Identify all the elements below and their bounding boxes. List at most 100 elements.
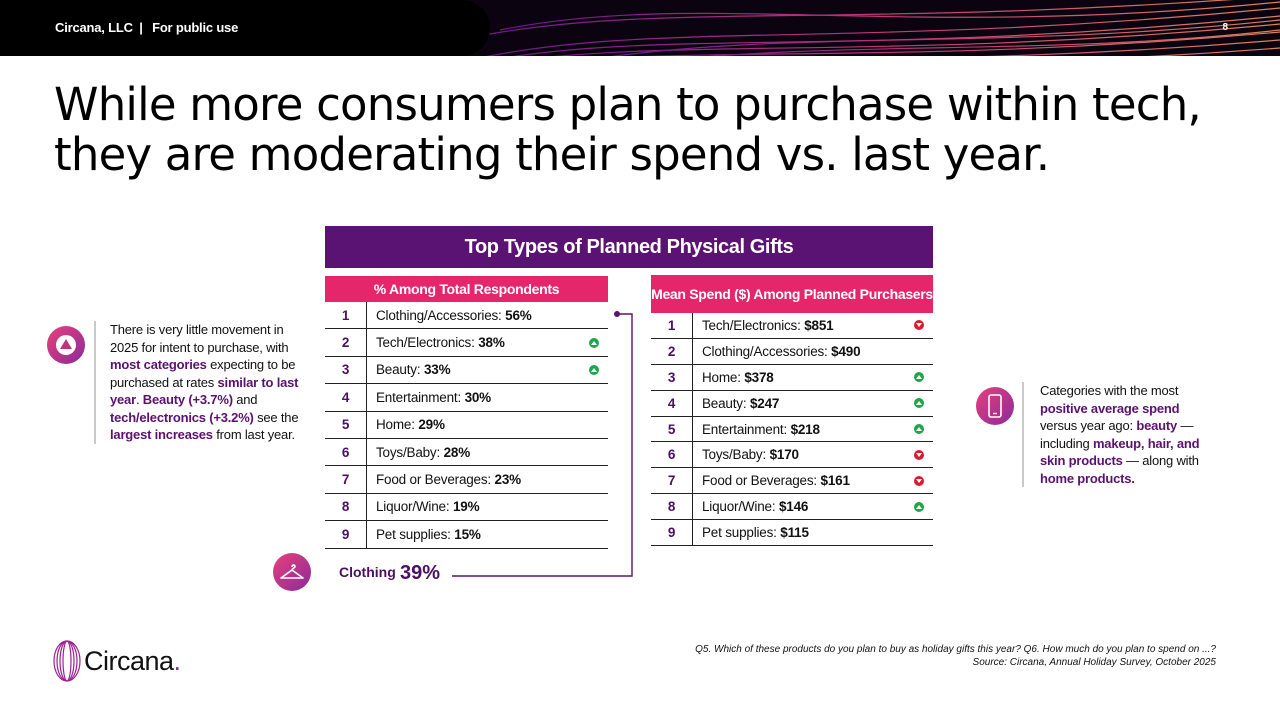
category-value: 29% bbox=[418, 417, 445, 433]
arrow-up-circle-icon bbox=[589, 337, 599, 348]
category-label: Tech/Electronics: 38% bbox=[376, 335, 505, 351]
arrow-up-circle-icon bbox=[914, 372, 924, 383]
rank-number: 5 bbox=[651, 416, 693, 442]
header-brand-line: Circana, LLC | For public use bbox=[55, 20, 238, 35]
table-header: Mean Spend ($) Among Planned Purchasers bbox=[651, 275, 933, 313]
table-row: 3 Beauty: 33% bbox=[325, 356, 608, 385]
category-label: Clothing/Accessories: 56% bbox=[376, 307, 532, 323]
circana-logo: Circana. bbox=[52, 639, 181, 683]
category-label: Home: $378 bbox=[702, 369, 774, 385]
category-value: 19% bbox=[452, 499, 480, 515]
category-value: $170 bbox=[769, 447, 799, 463]
category-label: Pet supplies: 15% bbox=[376, 526, 481, 542]
page-title: While more consumers plan to purchase wi… bbox=[54, 78, 1202, 181]
rank-number: 3 bbox=[651, 364, 693, 390]
category-value: 56% bbox=[505, 307, 532, 323]
category-value: $851 bbox=[804, 317, 834, 333]
rank-number: 6 bbox=[651, 442, 693, 468]
rank-number: 9 bbox=[651, 520, 693, 546]
category-label: Entertainment: $218 bbox=[702, 421, 820, 437]
table-header: % Among Total Respondents bbox=[325, 276, 608, 302]
rank-number: 4 bbox=[651, 390, 693, 416]
table-row: 7 Food or Beverages: $161 bbox=[651, 468, 933, 495]
category-label: Toys/Baby: $170 bbox=[702, 447, 799, 463]
rank-number: 1 bbox=[325, 302, 367, 329]
category-value: $146 bbox=[778, 499, 809, 515]
table-row: 3 Home: $378 bbox=[651, 364, 933, 391]
category-label: Pet supplies: $115 bbox=[702, 525, 809, 541]
table-row: 8 Liquor/Wine: 19% bbox=[325, 493, 608, 522]
table-row: 9 Pet supplies: $115 bbox=[651, 520, 933, 547]
header-separator: | bbox=[139, 20, 143, 35]
arrow-up-circle-icon bbox=[914, 501, 924, 512]
arrow-up-circle-icon bbox=[914, 424, 924, 434]
arrow-up-circle-icon bbox=[914, 398, 924, 409]
table-row: 5 Entertainment: $218 bbox=[651, 416, 933, 443]
category-label: Beauty: $247 bbox=[702, 395, 780, 411]
rank-number: 2 bbox=[325, 329, 367, 356]
category-value: $218 bbox=[790, 421, 820, 437]
category-value: $490 bbox=[831, 343, 861, 359]
category-label: Home: 29% bbox=[376, 417, 445, 433]
mean-spend-table: Mean Spend ($) Among Planned Purchasers … bbox=[651, 275, 933, 547]
category-value: 30% bbox=[464, 389, 492, 405]
category-label: Liquor/Wine: 19% bbox=[376, 499, 480, 515]
clothing-callout-value: 39% bbox=[400, 562, 441, 584]
category-value: 15% bbox=[454, 526, 481, 542]
rank-number: 4 bbox=[325, 384, 367, 411]
upward-triangle-icon bbox=[47, 326, 85, 364]
rank-number: 8 bbox=[325, 493, 367, 521]
table-row: 8 Liquor/Wine: $146 bbox=[651, 494, 933, 521]
category-label: Clothing/Accessories: $490 bbox=[702, 343, 861, 359]
panel-title: Top Types of Planned Physical Gifts bbox=[325, 226, 933, 268]
rank-number: 2 bbox=[651, 338, 693, 364]
category-value: 28% bbox=[443, 444, 471, 460]
banner-dark-panel bbox=[0, 0, 490, 56]
table-row: 5 Home: 29% bbox=[325, 411, 608, 439]
category-label: Beauty: 33% bbox=[376, 362, 451, 378]
arrow-down-circle-icon bbox=[914, 475, 924, 486]
category-value: 38% bbox=[478, 335, 505, 351]
table-row: 2 Clothing/Accessories: $490 bbox=[651, 338, 933, 365]
page-number: 8 bbox=[1222, 22, 1228, 33]
rank-number: 9 bbox=[325, 521, 367, 548]
rank-number: 1 bbox=[651, 313, 693, 338]
rank-number: 3 bbox=[325, 356, 367, 384]
category-label: Entertainment: 30% bbox=[376, 389, 492, 405]
clothing-callout-label: Clothing bbox=[339, 564, 396, 580]
table-row: 6 Toys/Baby: 28% bbox=[325, 438, 608, 467]
rank-number: 7 bbox=[651, 468, 693, 494]
logo-wordmark: Circana. bbox=[84, 645, 181, 676]
category-value: $161 bbox=[820, 473, 850, 489]
classification-label: For public use bbox=[152, 20, 239, 35]
category-value: $247 bbox=[749, 395, 780, 411]
hanger-icon bbox=[273, 553, 311, 591]
category-value: $115 bbox=[780, 525, 809, 541]
logo-rings-icon bbox=[53, 640, 81, 682]
right-insight-note: Categories with the most positive averag… bbox=[1022, 382, 1204, 487]
table-row: 9 Pet supplies: 15% bbox=[325, 521, 608, 549]
rank-number: 8 bbox=[651, 494, 693, 520]
smartphone-icon bbox=[976, 387, 1014, 425]
category-value: 23% bbox=[494, 472, 522, 488]
rank-number: 6 bbox=[325, 438, 367, 466]
table-row: 1 Clothing/Accessories: 56% bbox=[325, 302, 608, 330]
category-label: Tech/Electronics: $851 bbox=[702, 317, 834, 333]
top-banner: Circana, LLC | For public use 8 bbox=[0, 0, 1280, 56]
category-label: Food or Beverages: $161 bbox=[702, 473, 850, 489]
source-note: Source: Circana, Annual Holiday Survey, … bbox=[972, 657, 1216, 668]
table-row: 6 Toys/Baby: $170 bbox=[651, 442, 933, 469]
table-row: 4 Entertainment: 30% bbox=[325, 384, 608, 412]
arrow-down-circle-icon bbox=[914, 320, 924, 331]
table-row: 1 Tech/Electronics: $851 bbox=[651, 313, 933, 339]
category-label: Toys/Baby: 28% bbox=[376, 444, 471, 460]
category-value: $378 bbox=[744, 369, 774, 385]
category-value: 33% bbox=[423, 362, 451, 378]
banner-light-streaks bbox=[459, 0, 1280, 56]
percent-respondents-table: % Among Total Respondents 1 Clothing/Acce… bbox=[325, 276, 608, 549]
table-row: 4 Beauty: $247 bbox=[651, 390, 933, 417]
left-insight-note: There is very little movement in 2025 fo… bbox=[94, 321, 304, 444]
arrow-up-circle-icon bbox=[589, 364, 599, 375]
table-row: 7 Food or Beverages: 23% bbox=[325, 466, 608, 494]
footnote: Q5. Which of these products do you plan … bbox=[695, 643, 1216, 669]
